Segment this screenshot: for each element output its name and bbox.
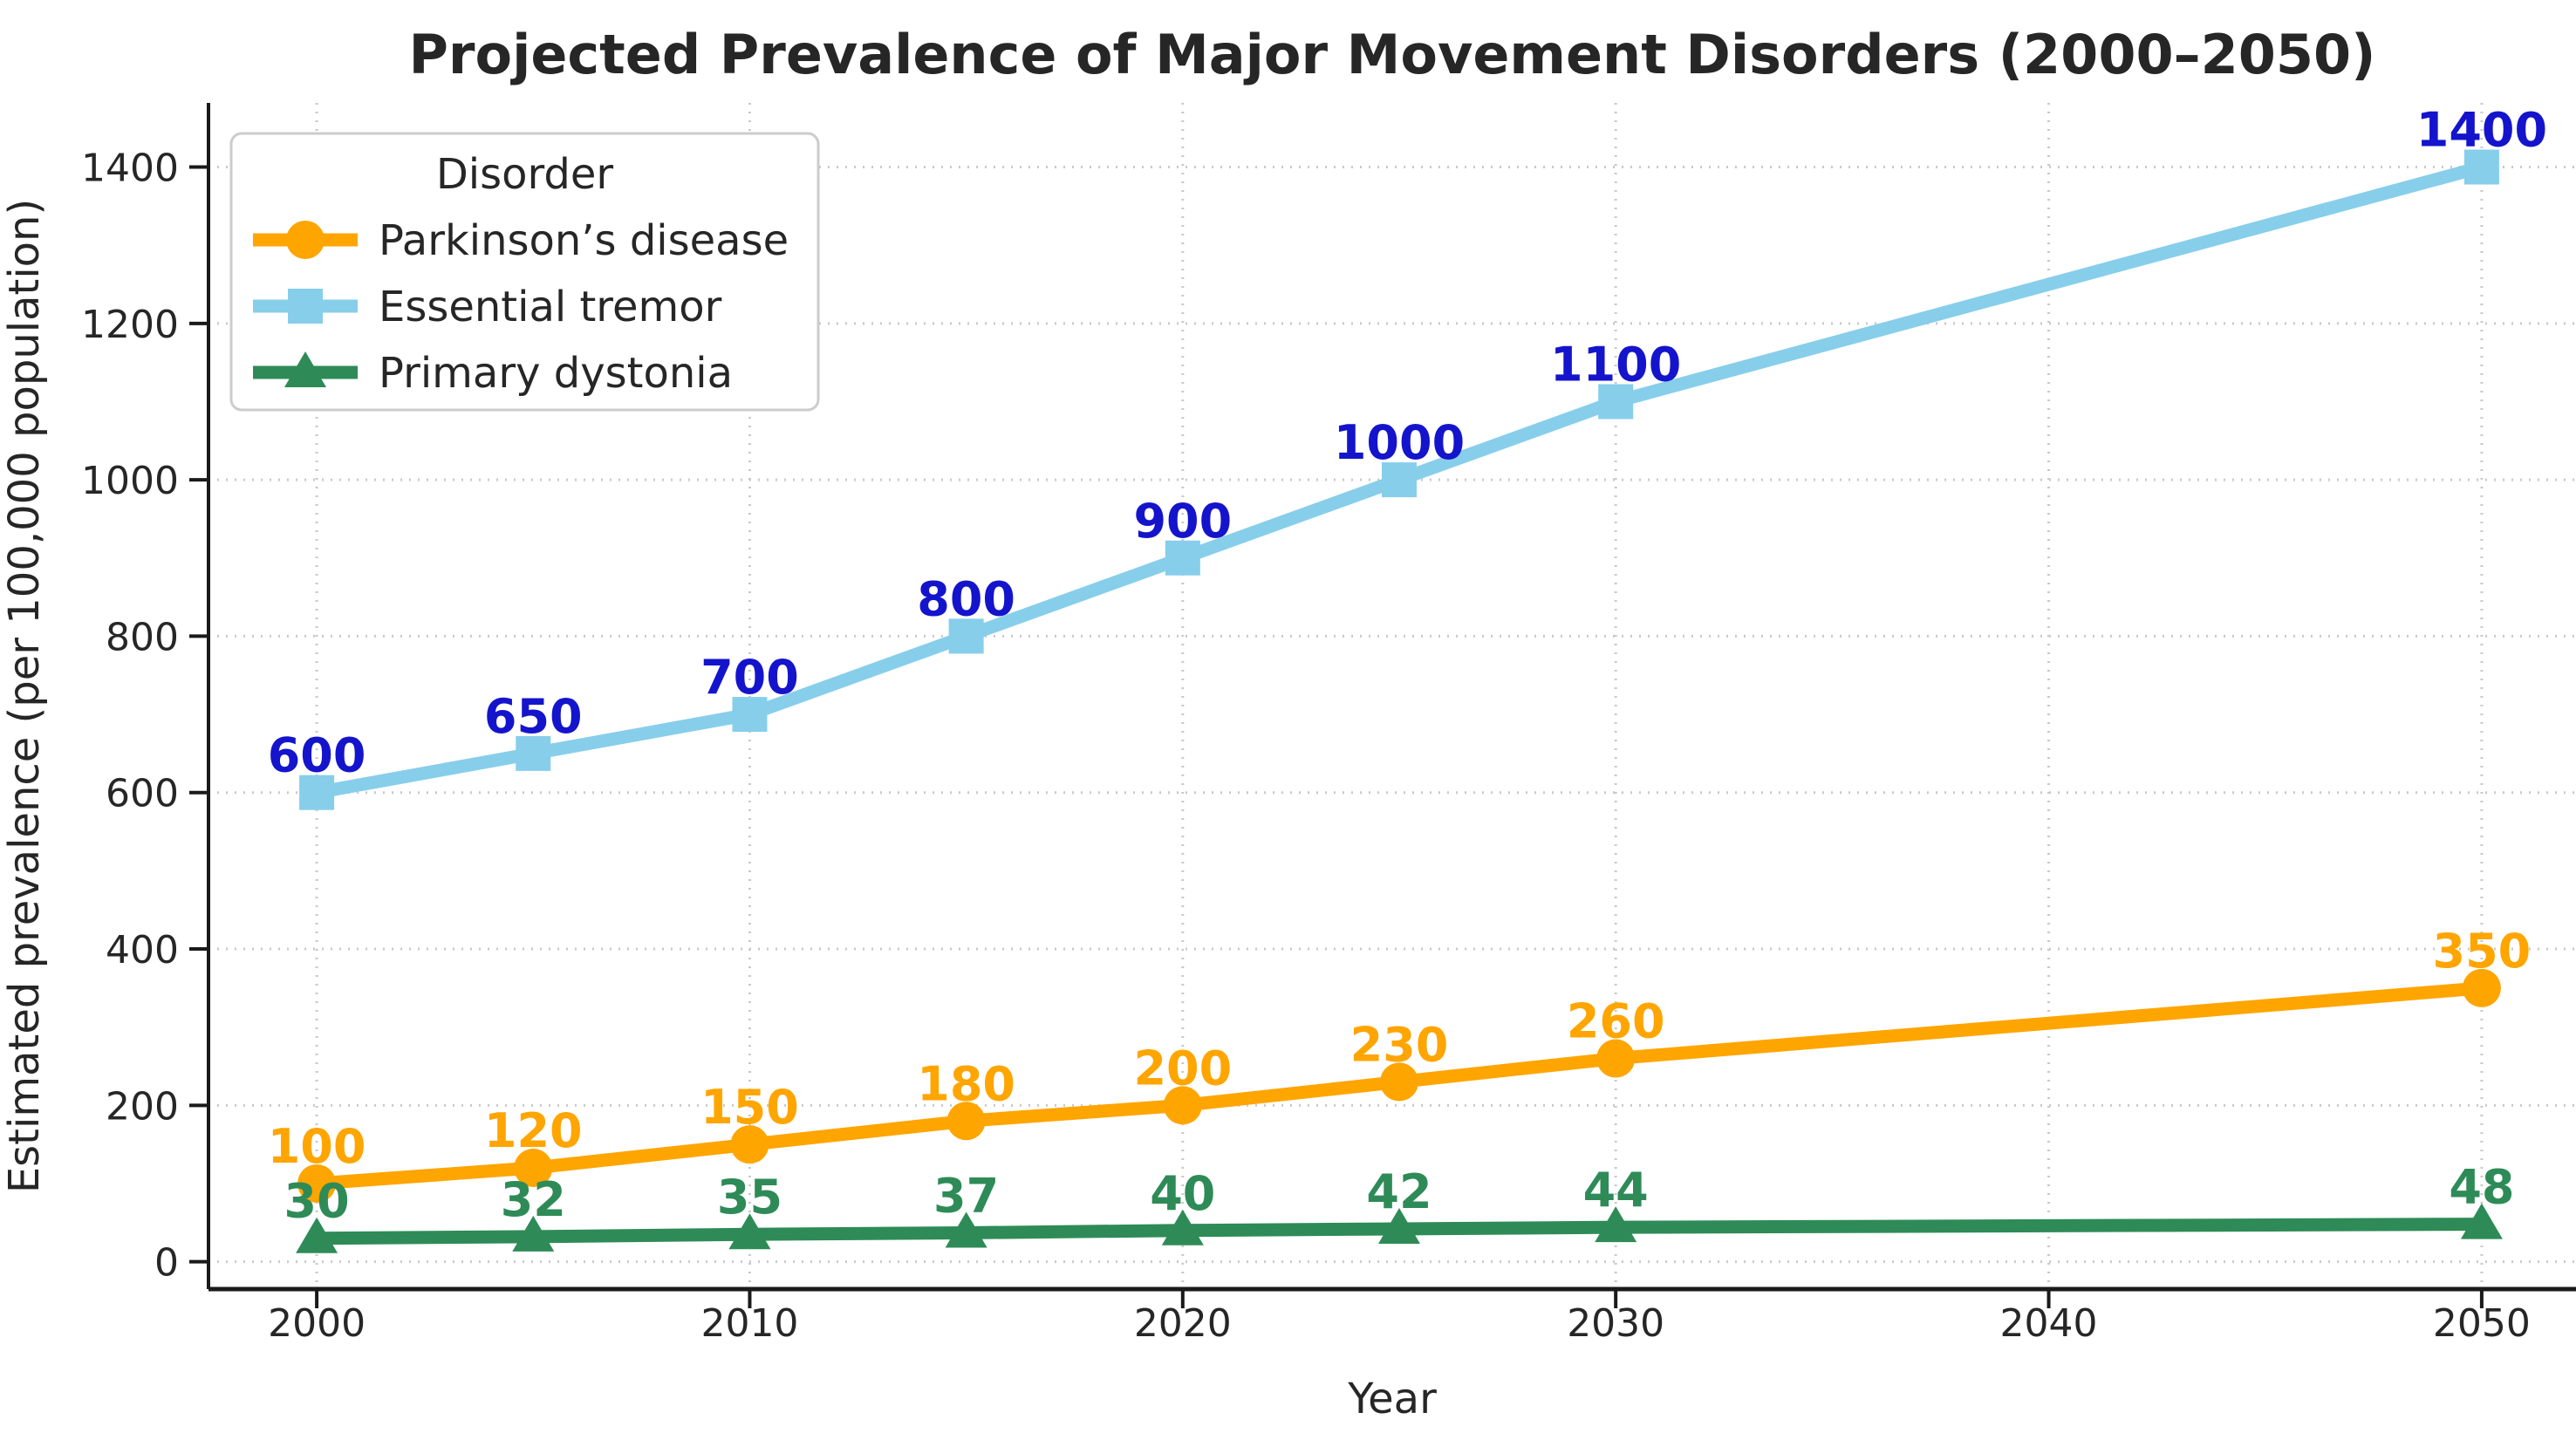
data-label-essential-tremor: 800 xyxy=(917,571,1015,626)
marker-circle-parkinson-s-disease xyxy=(514,1149,553,1188)
data-label-parkinson-s-disease: 260 xyxy=(1567,994,1665,1049)
data-label-parkinson-s-disease: 350 xyxy=(2433,924,2532,979)
data-label-parkinson-s-disease: 100 xyxy=(268,1119,366,1174)
data-label-essential-tremor: 700 xyxy=(700,650,799,705)
data-label-parkinson-s-disease: 230 xyxy=(1350,1017,1449,1072)
data-label-essential-tremor: 1400 xyxy=(2416,103,2547,158)
data-label-essential-tremor: 650 xyxy=(484,689,583,744)
marker-square-essential-tremor xyxy=(1598,384,1634,420)
x-tick-label: 2010 xyxy=(700,1301,798,1346)
marker-triangle-primary-dystonia xyxy=(728,1213,771,1250)
marker-triangle-primary-dystonia xyxy=(945,1211,987,1248)
x-tick-label: 2030 xyxy=(1567,1301,1664,1346)
data-label-primary-dystonia: 37 xyxy=(933,1168,999,1223)
marker-square-essential-tremor xyxy=(299,775,335,810)
data-label-primary-dystonia: 35 xyxy=(717,1170,782,1225)
marker-circle-parkinson-s-disease xyxy=(1596,1039,1636,1078)
y-axis-title: Estimated prevalence (per 100,000 popula… xyxy=(0,199,49,1193)
data-label-primary-dystonia: 40 xyxy=(1150,1166,1215,1221)
legend-entry-primary-dystonia: Primary dystonia xyxy=(253,349,733,398)
data-label-primary-dystonia: 42 xyxy=(1366,1164,1431,1219)
x-tick-label: 2050 xyxy=(2433,1301,2531,1346)
y-tick-label: 600 xyxy=(106,772,179,816)
data-label-primary-dystonia: 44 xyxy=(1583,1163,1649,1218)
data-label-parkinson-s-disease: 120 xyxy=(484,1103,583,1158)
legend-title: Disorder xyxy=(436,150,614,199)
marker-square-essential-tremor xyxy=(732,697,768,733)
data-label-primary-dystonia: 48 xyxy=(2449,1160,2514,1215)
x-axis-title: Year xyxy=(1347,1375,1437,1423)
marker-circle-parkinson-s-disease xyxy=(730,1125,769,1164)
marker-circle-parkinson-s-disease xyxy=(297,1163,337,1203)
legend-marker-triangle xyxy=(284,351,326,387)
legend-entry-essential-tremor: Essential tremor xyxy=(253,283,722,331)
data-label-essential-tremor: 900 xyxy=(1133,494,1232,549)
data-label-parkinson-s-disease: 150 xyxy=(700,1080,799,1135)
marker-square-essential-tremor xyxy=(2463,149,2499,185)
series-layer: 100 120 150 180 200 230 260 350 600 650 700 800 900 1… xyxy=(268,103,2547,1253)
marker-square-essential-tremor xyxy=(516,735,551,771)
legend-box xyxy=(229,132,820,412)
marker-circle-parkinson-s-disease xyxy=(946,1102,986,1141)
data-label-essential-tremor: 1100 xyxy=(1550,337,1681,392)
gridlines xyxy=(208,103,2576,1289)
legend-entry-label: Parkinson’s disease xyxy=(379,216,789,265)
series-primary-dystonia: 30 32 35 37 40 42 44 48 xyxy=(284,1160,2514,1253)
data-label-essential-tremor: 1000 xyxy=(1334,415,1465,470)
series-essential-tremor: 600 650 700 800 900 1000 1100 1400 xyxy=(268,103,2547,810)
marker-circle-parkinson-s-disease xyxy=(2462,968,2501,1007)
marker-triangle-primary-dystonia xyxy=(1378,1207,1420,1244)
marker-triangle-primary-dystonia xyxy=(1595,1206,1637,1243)
y-tick-label: 800 xyxy=(106,615,179,659)
marker-triangle-primary-dystonia xyxy=(2460,1203,2503,1239)
series-line-essential-tremor xyxy=(310,160,2489,800)
legend-entry-label: Essential tremor xyxy=(379,283,722,331)
chart-title: Projected Prevalence of Major Movement D… xyxy=(408,23,2375,86)
marker-circle-parkinson-s-disease xyxy=(1163,1086,1202,1125)
y-tick-label: 1000 xyxy=(81,459,179,503)
legend-marker-square xyxy=(288,289,323,324)
marker-triangle-primary-dystonia xyxy=(512,1215,555,1252)
marker-triangle-primary-dystonia xyxy=(1161,1209,1204,1245)
y-tick-label: 200 xyxy=(106,1084,179,1129)
marker-square-essential-tremor xyxy=(1165,540,1200,576)
series-line-primary-dystonia xyxy=(310,1218,2489,1245)
x-tick-label: 2000 xyxy=(268,1301,366,1346)
series-parkinson-s-disease: 100 120 150 180 200 230 260 350 xyxy=(268,924,2532,1203)
data-label-primary-dystonia: 32 xyxy=(501,1172,566,1227)
data-label-essential-tremor: 600 xyxy=(268,728,366,783)
marker-circle-parkinson-s-disease xyxy=(1380,1062,1418,1102)
legend-entry-label: Primary dystonia xyxy=(379,349,733,398)
legend-entry-parkinson-s-disease: Parkinson’s disease xyxy=(253,216,789,265)
y-tick-label: 400 xyxy=(106,928,179,972)
y-tick-label: 1200 xyxy=(81,303,179,347)
data-label-primary-dystonia: 30 xyxy=(284,1174,350,1229)
marker-triangle-primary-dystonia xyxy=(296,1217,338,1253)
data-label-parkinson-s-disease: 180 xyxy=(917,1056,1015,1111)
legend-marker-circle xyxy=(286,221,325,259)
y-tick-label: 1400 xyxy=(81,147,179,191)
legend: Disorder Parkinson’s disease Essential tre… xyxy=(229,132,820,412)
axes: 2000 2010 2020 2030 2040 20500200400600800100… xyxy=(81,103,2576,1346)
x-tick-label: 2020 xyxy=(1134,1301,1232,1346)
series-line-parkinson-s-disease xyxy=(310,981,2489,1191)
data-label-parkinson-s-disease: 200 xyxy=(1133,1041,1232,1095)
marker-square-essential-tremor xyxy=(1382,462,1417,498)
marker-square-essential-tremor xyxy=(948,618,984,654)
y-tick-label: 0 xyxy=(154,1241,179,1286)
x-tick-label: 2040 xyxy=(2000,1301,2098,1346)
